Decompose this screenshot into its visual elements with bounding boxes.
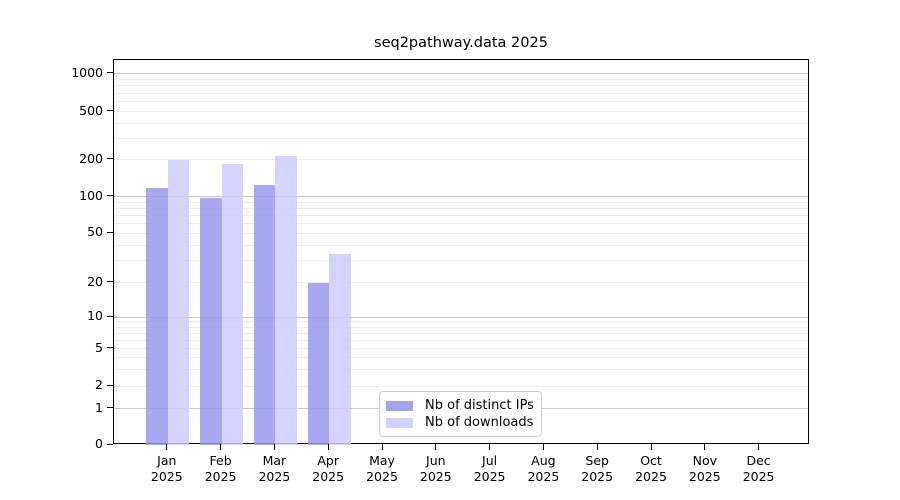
- gridline-900: [114, 78, 808, 80]
- bar-downloads-feb: [221, 163, 244, 445]
- ytick-mark-2: [107, 384, 113, 386]
- xtick-label-apr: Apr 2025: [312, 453, 345, 484]
- legend-swatch-downloads: [386, 417, 413, 428]
- xtick-label-dec: Dec 2025: [742, 453, 775, 484]
- xtick-mark-jul: [489, 444, 491, 450]
- ytick-label-5: 5: [95, 339, 103, 355]
- xtick-mark-dec: [758, 444, 760, 450]
- xtick-label-jun: Jun 2025: [419, 453, 452, 484]
- gridline-500: [114, 111, 808, 112]
- xtick-mark-apr: [327, 444, 329, 450]
- xtick-mark-jun: [435, 444, 437, 450]
- ytick-label-10: 10: [87, 308, 103, 323]
- legend-item-downloads: Nb of downloads: [386, 415, 533, 430]
- ytick-mark-5: [107, 347, 113, 348]
- gridline-4: [114, 357, 808, 359]
- bar-downloads-apr: [329, 253, 351, 445]
- gridline-600: [114, 101, 808, 102]
- ytick-mark-1000: [107, 72, 113, 73]
- legend-item-distinct-ips: Nb of distinct IPs: [386, 398, 534, 413]
- xtick-mark-feb: [220, 444, 222, 450]
- bar-downloads-jan: [167, 160, 190, 445]
- xtick-label-mar: Mar 2025: [258, 453, 291, 484]
- xtick-label-jul: Jul 2025: [473, 453, 506, 484]
- ytick-mark-1: [107, 407, 113, 408]
- ytick-mark-500: [107, 110, 113, 111]
- ytick-label-2: 2: [95, 377, 103, 392]
- chart-title: seq2pathway.data 2025: [374, 35, 548, 51]
- ytick-mark-0: [107, 443, 113, 445]
- legend: Nb of distinct IPs Nb of downloads: [379, 391, 542, 437]
- gridline-40: [114, 244, 808, 246]
- gridline-90: [114, 201, 808, 203]
- ytick-mark-10: [107, 315, 113, 317]
- gridline-100: [114, 196, 808, 197]
- gridline-80: [114, 207, 808, 209]
- xtick-mark-oct: [650, 444, 652, 450]
- xtick-label-oct: Oct 2025: [635, 453, 667, 484]
- ytick-label-200: 200: [79, 150, 103, 166]
- bar-distinct-ips-jan: [146, 187, 168, 445]
- ytick-label-1: 1: [95, 399, 103, 415]
- xtick-mark-nov: [704, 444, 706, 450]
- bar-distinct-ips-mar: [253, 185, 276, 445]
- xtick-mark-jan: [166, 444, 168, 450]
- xtick-mark-mar: [273, 444, 275, 450]
- gridline-8: [114, 326, 808, 328]
- gridline-5: [114, 348, 808, 349]
- gridline-7: [114, 332, 808, 334]
- gridline-800: [114, 85, 808, 87]
- gridline-1000: [114, 73, 808, 74]
- gridline-50: [114, 232, 808, 234]
- gridline-30: [114, 260, 808, 262]
- xtick-label-aug: Aug 2025: [527, 453, 560, 484]
- bar-distinct-ips-apr: [307, 282, 330, 445]
- plot-area: [113, 59, 809, 445]
- ytick-label-0: 0: [95, 436, 103, 451]
- ytick-mark-200: [107, 158, 113, 159]
- ytick-label-20: 20: [87, 273, 103, 289]
- gridline-700: [114, 92, 808, 94]
- ytick-label-50: 50: [87, 224, 103, 239]
- xtick-mark-sep: [596, 444, 598, 450]
- bar-distinct-ips-feb: [200, 198, 222, 445]
- gridline-400: [114, 122, 808, 124]
- ytick-mark-50: [107, 231, 113, 233]
- xtick-label-may: May 2025: [366, 453, 398, 484]
- legend-label-downloads: Nb of downloads: [425, 415, 534, 430]
- gridline-70: [114, 214, 808, 216]
- ytick-label-100: 100: [79, 187, 103, 203]
- xtick-mark-may: [381, 444, 383, 450]
- gridline-10: [114, 316, 808, 318]
- ytick-mark-20: [107, 281, 113, 282]
- gridline-300: [114, 137, 808, 139]
- gridline-20: [114, 282, 808, 283]
- gridline-3: [114, 368, 808, 370]
- xtick-label-nov: Nov 2025: [688, 453, 721, 484]
- ytick-mark-100: [107, 195, 113, 196]
- legend-swatch-distinct-ips: [386, 400, 413, 411]
- ytick-label-500: 500: [79, 102, 103, 118]
- gridline-9: [114, 321, 808, 323]
- bar-downloads-mar: [275, 155, 297, 445]
- gridline-60: [114, 222, 808, 224]
- xtick-label-jan: Jan 2025: [150, 453, 183, 484]
- gridline-2: [114, 385, 808, 387]
- ytick-label-1000: 1000: [71, 64, 103, 80]
- legend-label-distinct-ips: Nb of distinct IPs: [425, 398, 534, 413]
- gridline-6: [114, 339, 808, 341]
- gridline-200: [114, 159, 808, 160]
- xtick-label-feb: Feb 2025: [204, 453, 237, 484]
- xtick-mark-aug: [542, 444, 544, 450]
- xtick-label-sep: Sep 2025: [581, 453, 614, 484]
